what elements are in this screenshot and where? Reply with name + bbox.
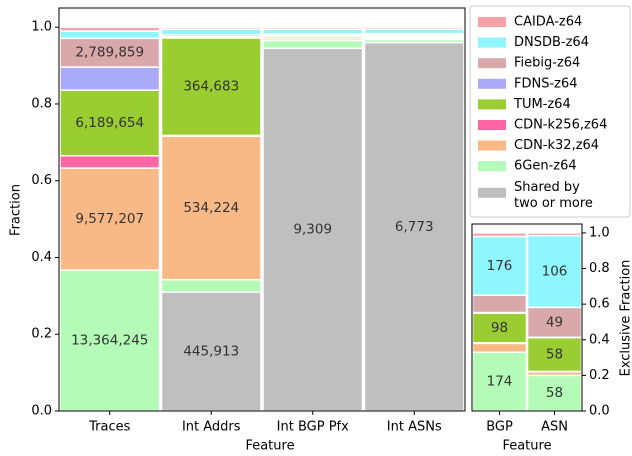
legend-swatch <box>478 187 506 198</box>
bar-segment <box>160 278 262 293</box>
y-tick-label: 0.2 <box>31 327 52 342</box>
bar-segment <box>526 234 583 309</box>
legend: CAIDA-z64 DNSDB-z64 Fiebig-z64 FDNS-z64 TUM-… <box>469 5 631 218</box>
bar-segment <box>59 167 161 271</box>
x-tick-label: Int Addrs <box>182 420 241 435</box>
x-axis-label: Feature <box>245 439 294 454</box>
y-tick-label: 0.8 <box>31 96 52 111</box>
data-label: 9,309 <box>293 222 332 238</box>
x-tick-label: ASN <box>541 420 568 435</box>
bar-segment <box>59 37 161 68</box>
data-label: 49 <box>546 314 563 330</box>
legend-label: Fiebig-z64 <box>514 56 580 71</box>
bar-segment <box>526 232 583 237</box>
legend-label: 6Gen-z64 <box>514 159 577 174</box>
x-tick-label: Traces <box>88 420 130 435</box>
bar-segment <box>471 294 528 314</box>
y-tick-label: 1.0 <box>31 20 52 35</box>
x-tick-label: Int BGP Pfx <box>277 420 349 435</box>
legend-swatch <box>478 17 506 27</box>
bar-segment <box>160 37 262 137</box>
x-tick-label: Int ASNs <box>387 420 442 435</box>
bar-segment <box>471 232 528 238</box>
legend-swatch <box>478 120 506 130</box>
legend-label: FDNS-z64 <box>514 76 578 91</box>
legend-label: CDN-k256,z64 <box>514 118 607 133</box>
data-label: 534,224 <box>183 200 239 216</box>
y-tick-label: 0.8 <box>589 261 610 276</box>
y-axis-label: Exclusive Fraction <box>619 260 632 377</box>
data-label: 364,683 <box>183 79 239 95</box>
data-label: 176 <box>487 258 513 274</box>
plot-frame <box>58 7 466 412</box>
y-tick-label: 0.6 <box>31 173 52 188</box>
bar-segment <box>59 155 161 169</box>
y-tick-label: 0.4 <box>31 250 52 265</box>
bar-segment <box>59 269 161 412</box>
legend-label: CAIDA-z64 <box>514 15 582 30</box>
data-label: 98 <box>491 320 508 336</box>
bar-segment <box>526 336 583 373</box>
legend-swatch <box>478 140 506 151</box>
legend-frame <box>469 5 631 218</box>
legend-label: DNSDB-z64 <box>514 35 589 50</box>
bar-segment <box>160 135 262 281</box>
legend-label: CDN-k32,z64 <box>514 138 599 153</box>
data-label: 58 <box>546 385 563 401</box>
bar-segment <box>262 26 364 30</box>
y-tick-label: 0.6 <box>589 297 610 312</box>
data-label: 9,577,207 <box>75 211 144 227</box>
data-label: 58 <box>546 347 563 363</box>
bar-segment <box>59 26 161 32</box>
bar-segment <box>160 26 262 30</box>
y-tick-label: 1.0 <box>589 225 610 240</box>
bar-segment <box>59 66 161 91</box>
data-label: 174 <box>487 374 513 390</box>
bar-segment <box>262 39 364 50</box>
data-label: 445,913 <box>183 344 239 360</box>
bar-segment <box>471 235 528 296</box>
bar-segment <box>471 351 528 412</box>
y-tick-label: 0.0 <box>589 404 610 419</box>
bar-segment <box>471 312 528 344</box>
plot-frame <box>471 223 583 412</box>
data-label: 106 <box>542 263 568 279</box>
data-label: 6,189,654 <box>75 115 144 131</box>
bar-segment <box>160 28 262 36</box>
bar-segment <box>471 342 528 353</box>
x-tick-label: BGP <box>486 420 513 435</box>
data-label: 2,789,859 <box>75 45 144 61</box>
data-label: 6,773 <box>395 219 434 235</box>
x-axis-label: Feature <box>502 439 551 454</box>
y-axis-label: Fraction <box>9 184 24 236</box>
bar-segment <box>363 41 465 412</box>
bar-segment <box>59 30 161 40</box>
legend-swatch <box>478 58 506 69</box>
legend-swatch <box>478 78 506 89</box>
legend-label: TUM-z64 <box>513 97 571 112</box>
bar-segment <box>363 26 465 30</box>
bar-segment <box>262 47 364 412</box>
legend-swatch <box>478 37 506 48</box>
legend-swatch <box>478 161 506 172</box>
bar-segment <box>160 291 262 412</box>
y-tick-label: 0.2 <box>589 368 610 383</box>
data-label: 13,364,245 <box>71 333 148 349</box>
legend-swatch <box>478 99 506 110</box>
y-tick-label: 0.0 <box>31 404 52 419</box>
legend-label: Shared by two or more <box>514 179 593 210</box>
y-tick-label: 0.4 <box>589 332 610 347</box>
